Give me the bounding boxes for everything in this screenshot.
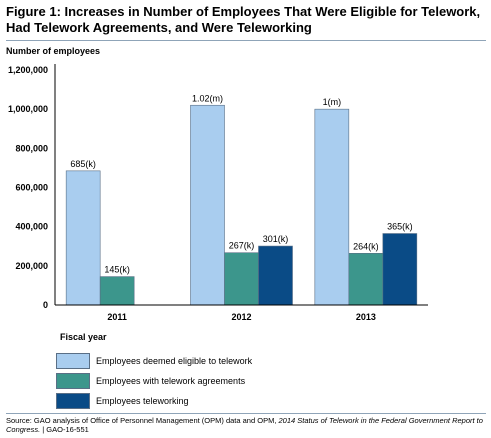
legend-label-teleworking: Employees teleworking xyxy=(96,396,189,406)
x-tick-label: 2011 xyxy=(107,312,127,322)
bar-chart: 0 200,000 400,000 600,000 800,000 1,000,000 1,… xyxy=(8,64,428,322)
data-label: 1(m) xyxy=(323,97,342,107)
bar-2011-1 xyxy=(99,276,135,306)
y-tick-label: 400,000 xyxy=(15,222,48,232)
y-tick-label: 200,000 xyxy=(15,261,48,271)
source-suffix: | GAO-16-551 xyxy=(40,425,89,434)
bar-2013-2 xyxy=(382,233,418,306)
data-label: 264(k) xyxy=(353,241,379,251)
y-tick-label: 600,000 xyxy=(15,183,48,193)
bar-2012-0 xyxy=(190,104,225,306)
bar-2013-1 xyxy=(348,253,384,306)
legend-label-agreements: Employees with telework agreements xyxy=(96,376,246,386)
data-label: 145(k) xyxy=(104,265,130,275)
legend-swatch-agreements xyxy=(56,373,90,389)
bar-2012-1 xyxy=(224,252,259,306)
x-tick-label: 2013 xyxy=(356,312,376,322)
source-rule xyxy=(6,413,486,414)
source-note: Source: GAO analysis of Office of Person… xyxy=(6,416,488,434)
y-tick-label: 1,200,000 xyxy=(8,65,48,75)
source-report-title: 2014 Status of Telework in the Federal G… xyxy=(6,416,483,434)
y-tick-label: 800,000 xyxy=(15,143,48,153)
bar-2012-2 xyxy=(258,245,293,306)
data-label: 267(k) xyxy=(229,241,255,251)
bar-2013-0 xyxy=(314,108,350,306)
legend-item-eligible: Employees deemed eligible to telework xyxy=(56,351,252,371)
legend-swatch-eligible xyxy=(56,353,90,369)
legend-item-teleworking: Employees teleworking xyxy=(56,391,252,411)
figure-title-block: Figure 1: Increases in Number of Employe… xyxy=(6,4,488,36)
title-rule xyxy=(6,40,486,41)
figure-title: Figure 1: Increases in Number of Employe… xyxy=(6,4,481,35)
y-tick-label: 1,000,000 xyxy=(8,104,48,114)
data-label: 301(k) xyxy=(263,234,289,244)
legend-label-eligible: Employees deemed eligible to telework xyxy=(96,356,253,366)
legend-item-agreements: Employees with telework agreements xyxy=(56,371,252,391)
bar-2011-0 xyxy=(65,170,101,306)
x-axis-label: Fiscal year xyxy=(60,332,107,342)
data-label: 1.02(m) xyxy=(192,93,223,103)
data-label: 365(k) xyxy=(387,222,413,232)
chart-legend: Employees deemed eligible to telework Em… xyxy=(56,351,252,411)
source-prefix: Source: GAO analysis of Office of Person… xyxy=(6,416,279,425)
y-tick-label: 0 xyxy=(43,300,48,310)
data-label: 685(k) xyxy=(70,159,96,169)
y-axis-label: Number of employees xyxy=(6,46,101,56)
x-tick-label: 2012 xyxy=(231,312,251,322)
legend-swatch-teleworking xyxy=(56,393,90,409)
